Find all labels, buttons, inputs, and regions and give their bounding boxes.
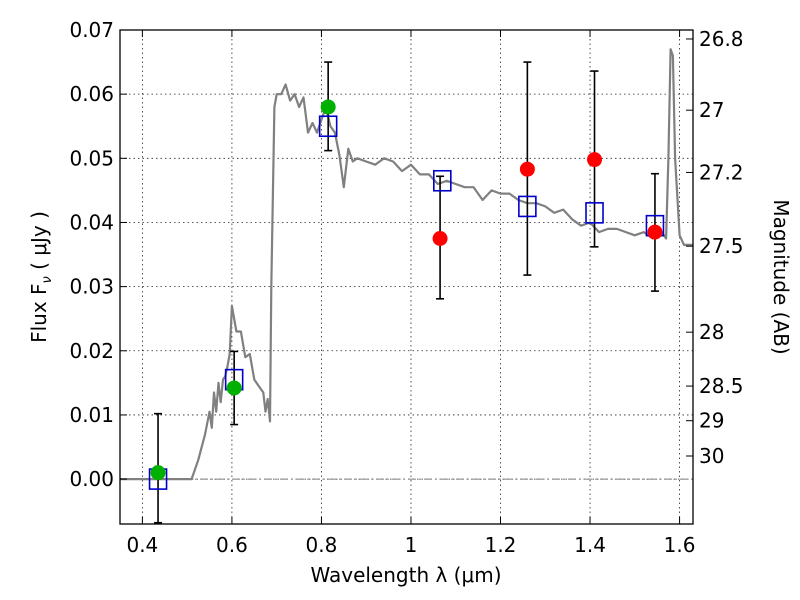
x-tick-label: 0.8 [306,533,338,557]
y-tick-label: 0.00 [69,467,114,491]
model-photometry-squares [148,115,665,490]
y2-axis-label: Magnitude (AB) [769,199,793,354]
x-axis-ticks: 0.4 0.6 0.8 1 1.2 1.4 1.6 [126,30,695,557]
y2-tick-label: 27 [699,98,724,122]
x-tick-label: 1.6 [664,533,696,557]
error-bars [154,61,659,524]
non-detection-point [647,224,663,240]
y2-tick-label: 28.5 [699,374,744,398]
y-tick-label: 0.02 [69,339,114,363]
y-tick-label: 0.07 [69,18,114,42]
detection-point [320,99,336,115]
y2-tick-label: 28 [699,320,724,344]
model-photometry-square [585,202,604,224]
y-tick-label: 0.04 [69,210,114,234]
x-axis-label: Wavelength λ (μm) [310,563,501,587]
y2-tick-label: 27.5 [699,234,744,258]
y-tick-label: 0.05 [69,146,114,170]
plot-area [120,30,693,524]
y2-tick-label: 26.8 [699,27,744,51]
model-photometry-square [318,115,338,138]
non-detection-point [587,152,603,168]
y2-tick-label: 27.2 [699,160,744,184]
non-detection-point [519,161,535,177]
model-sed-series [120,48,693,481]
grid-lines [120,29,693,524]
model-photometry-square [433,169,452,192]
detection-point [226,380,242,396]
y-axis-label-unit: ( μJy ) [27,211,51,276]
y-tick-label: 0.06 [69,82,114,106]
x-tick-label: 1.2 [485,533,517,557]
model-photometry-square [518,195,537,218]
magnitude-axis-ticks: 26.8 27 27.2 27.5 28 28.5 29 30 [686,27,744,468]
photometry-points [150,99,663,481]
x-tick-label: 0.4 [126,533,158,557]
y-axis-label-subscript: ν [40,276,55,283]
y-axis-label: Flux Fν ( μJy ) [27,211,55,343]
non-detection-point [432,231,448,247]
plot-frame [119,29,694,525]
sed-line [120,48,693,481]
x-tick-label: 0.6 [216,533,248,557]
y-tick-label: 0.03 [69,275,114,299]
x-tick-label: 1.4 [574,533,606,557]
y-tick-label: 0.01 [69,403,114,427]
y2-tick-label: 29 [699,409,724,433]
y-axis-label-main: Flux F [27,283,51,342]
y2-tick-label: 30 [699,444,724,468]
detection-point [150,465,166,481]
x-tick-label: 1 [405,533,418,557]
y-axis-ticks: 0.00 0.01 0.02 0.03 0.04 0.05 0.06 0.07 [69,18,127,491]
